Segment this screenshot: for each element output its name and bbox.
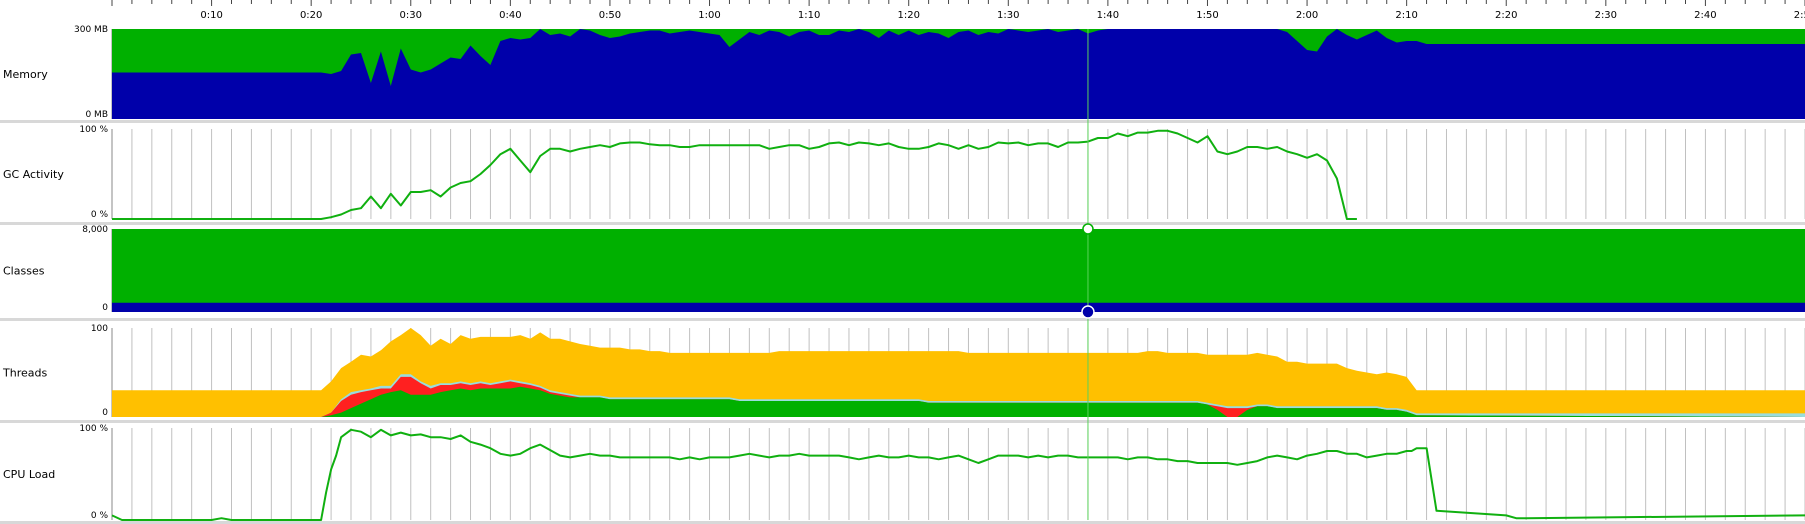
- lane-separator: [0, 120, 1805, 123]
- y-axis-min-label: 0: [102, 408, 108, 418]
- lane-title: CPU Load: [3, 468, 55, 481]
- lane-classes: Classes 8,000 0: [0, 225, 1805, 321]
- time-tick-label: 1:20: [897, 10, 919, 21]
- lane-title: GC Activity: [3, 168, 64, 181]
- lane-memory: Memory 300 MB 0 MB: [0, 25, 1805, 123]
- area-series-1: [112, 29, 1805, 119]
- time-tick-label: 1:10: [798, 10, 820, 21]
- time-tick-label: 0:50: [599, 10, 621, 21]
- lane-title: Threads: [2, 367, 47, 380]
- time-tick-label: 0:20: [300, 10, 322, 21]
- time-tick-label: 1:30: [997, 10, 1019, 21]
- area-series-1: [112, 302, 1805, 312]
- lane-separator: [0, 420, 1805, 423]
- line-series-0: [111, 428, 1805, 521]
- y-axis-min-label: 0 MB: [85, 110, 108, 120]
- y-axis-max-label: 8,000: [82, 225, 108, 235]
- lane-threads: Threads 100 0: [0, 324, 1805, 423]
- time-tick-label: 2:10: [1395, 10, 1417, 21]
- area-series-3: [112, 386, 1805, 417]
- y-axis-min-label: 0 %: [91, 511, 109, 521]
- time-tick-label: 0:40: [499, 10, 521, 21]
- time-tick-label: 2:20: [1495, 10, 1517, 21]
- lane-title: Memory: [3, 68, 48, 81]
- lane-title: Classes: [3, 265, 45, 278]
- time-tick-label: 2:30: [1595, 10, 1617, 21]
- time-tick-label: 1:00: [698, 10, 720, 21]
- time-tick-label: 0:30: [400, 10, 422, 21]
- y-axis-min-label: 0 %: [91, 210, 109, 220]
- time-tick-label: 1:50: [1196, 10, 1218, 21]
- lane-separator: [0, 318, 1805, 321]
- time-tick-label: 2:00: [1296, 10, 1318, 21]
- y-axis-max-label: 100: [91, 324, 108, 334]
- lane-cpu-load: CPU Load 100 % 0 %: [0, 424, 1805, 524]
- lane-gc-activity: GC Activity 100 % 0 %: [0, 125, 1805, 225]
- lane-separator: [0, 222, 1805, 225]
- time-tick-label: 2:50: [1794, 10, 1805, 21]
- time-tick-label: 1:40: [1097, 10, 1119, 21]
- time-tick-label: 2:40: [1694, 10, 1716, 21]
- area-series-0: [112, 229, 1805, 312]
- time-axis: 0:10 0:20 0:30 0:40 0:50 1:00 1:10 1:20 1:30 1:40…: [111, 0, 1805, 21]
- line-series-0: [112, 129, 1357, 220]
- y-axis-max-label: 100 %: [79, 125, 108, 135]
- y-axis-min-label: 0: [102, 303, 108, 313]
- y-axis-max-label: 100 %: [79, 424, 108, 434]
- lane-separator: [0, 521, 1805, 524]
- time-tick-label: 0:10: [200, 10, 222, 21]
- cursor-point-marker[interactable]: [1082, 223, 1094, 235]
- cursor-point-marker[interactable]: [1081, 305, 1095, 319]
- y-axis-max-label: 300 MB: [74, 25, 108, 35]
- chart-lanes: Memory 300 MB 0 MB GC Activity 100 % 0 % Class…: [0, 25, 1805, 524]
- time-cursor[interactable]: [1081, 29, 1095, 520]
